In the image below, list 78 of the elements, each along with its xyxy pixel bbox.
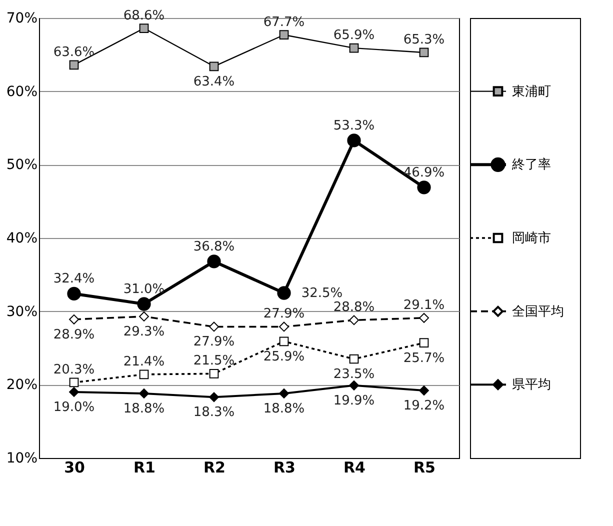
point [349, 354, 359, 364]
legend-label: 終了率 [511, 156, 551, 173]
legend-label: 岡崎市 [512, 231, 551, 246]
point [207, 254, 221, 268]
y-tick-label: 60% [6, 84, 38, 100]
point [417, 180, 431, 194]
x-tick-label: R4 [344, 458, 366, 476]
x-tick-label: 30 [64, 458, 85, 476]
point [419, 48, 429, 58]
point [69, 60, 79, 70]
data-label: 36.8% [193, 239, 235, 254]
data-label: 65.9% [333, 28, 375, 44]
data-label: 28.8% [333, 300, 375, 316]
point [347, 134, 361, 148]
data-label: 68.6% [123, 8, 165, 24]
point [69, 378, 79, 388]
data-label: 23.5% [333, 367, 375, 382]
point [419, 386, 429, 396]
y-tick-label: 10% [6, 450, 38, 466]
data-label: 29.1% [403, 298, 445, 313]
point [279, 322, 289, 332]
data-label: 63.6% [53, 44, 95, 60]
data-label: 21.5% [193, 354, 235, 369]
point [209, 322, 219, 332]
point [279, 336, 289, 346]
x-tick-label: R3 [274, 458, 296, 476]
point [209, 368, 219, 378]
y-tick-label: 30% [6, 304, 38, 320]
x-tick-label: R2 [204, 458, 226, 476]
point [139, 24, 149, 33]
data-label: 27.9% [193, 334, 235, 350]
point [139, 388, 149, 398]
data-label: 27.9% [263, 306, 305, 322]
data-label: 18.8% [263, 401, 305, 416]
data-label: 19.9% [333, 393, 375, 408]
data-label: 20.3% [53, 362, 95, 378]
data-label: 25.9% [263, 349, 305, 364]
point [349, 43, 359, 53]
y-tick-label: 50% [6, 157, 38, 174]
data-label: 53.3% [333, 118, 375, 134]
legend-label: 東浦町 [512, 84, 551, 100]
point [209, 392, 219, 402]
data-label: 19.0% [53, 400, 95, 415]
point [349, 315, 359, 326]
data-label: 29.3% [123, 324, 165, 340]
data-label: 25.7% [403, 350, 445, 366]
point [69, 314, 79, 324]
point [69, 387, 79, 397]
x-tick-label: R1 [134, 458, 156, 476]
data-label: 19.2% [403, 398, 445, 414]
point [419, 312, 429, 323]
data-label: 21.4% [123, 354, 165, 370]
x-tick-label: R5 [414, 458, 436, 476]
legend-label: 全国平均 [512, 304, 564, 320]
point [139, 311, 149, 322]
point [67, 286, 81, 301]
point [279, 388, 289, 398]
data-label: 67.7% [263, 14, 305, 30]
data-label: 28.9% [53, 327, 95, 342]
legend-label: 県平均 [512, 378, 551, 393]
point [279, 30, 289, 40]
point [349, 380, 359, 390]
y-tick-label: 20% [6, 377, 38, 394]
y-tick-label: 70% [6, 10, 38, 26]
data-label: 32.5% [301, 286, 343, 301]
data-label: 65.3% [403, 32, 445, 48]
data-label: 18.3% [193, 405, 235, 420]
y-tick-label: 40% [6, 230, 38, 246]
data-label: 18.8% [123, 401, 165, 416]
point [139, 370, 149, 380]
data-label: 31.0% [123, 282, 165, 297]
data-label: 46.9% [403, 165, 445, 180]
point [277, 286, 291, 300]
point [419, 338, 429, 348]
point [137, 297, 151, 311]
data-label: 63.4% [193, 74, 235, 90]
data-label: 32.4% [53, 272, 95, 287]
point [209, 62, 219, 72]
